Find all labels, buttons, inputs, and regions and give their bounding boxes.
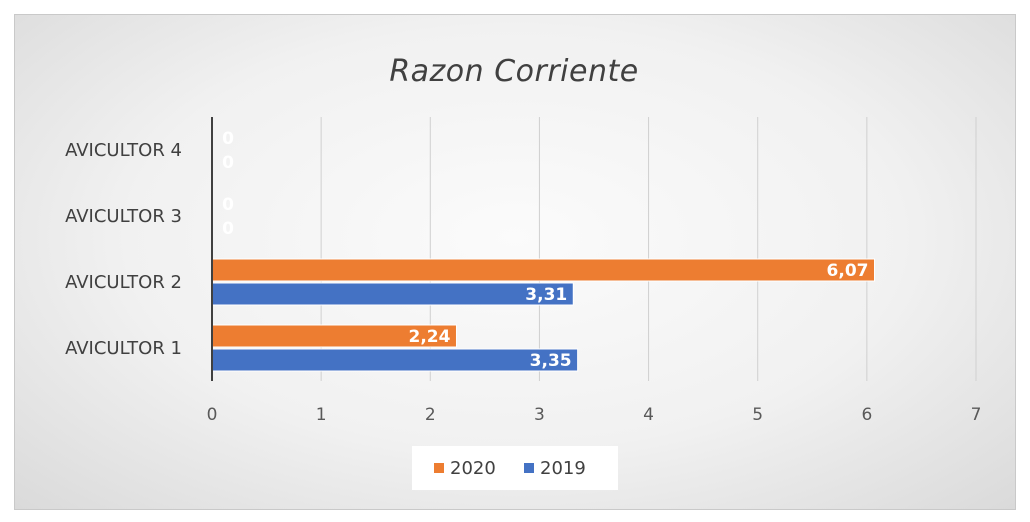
category-label: AVICULTOR 4 bbox=[65, 140, 182, 161]
legend-swatch bbox=[524, 463, 534, 473]
x-tick-label: 4 bbox=[643, 405, 654, 425]
data-label: 0 bbox=[222, 153, 234, 173]
category-label: AVICULTOR 2 bbox=[65, 272, 182, 293]
x-tick-label: 0 bbox=[207, 405, 218, 425]
chart-title: Razon Corriente bbox=[389, 54, 639, 89]
data-label: 0 bbox=[222, 195, 234, 215]
category-label: AVICULTOR 3 bbox=[65, 206, 182, 227]
x-tick-label: 2 bbox=[425, 405, 436, 425]
axis: 0 1 2 3 4 5 6 7 AVICULTOR 1 AVICULTOR 2 AVICULTOR … bbox=[65, 117, 981, 425]
x-tick-label: 3 bbox=[534, 405, 545, 425]
x-tick-label: 7 bbox=[971, 405, 982, 425]
x-tick-label: 5 bbox=[752, 405, 763, 425]
data-label: 3,35 bbox=[530, 351, 572, 371]
data-labels: 2,24 3,35 6,07 3,31 0 0 0 0 bbox=[222, 129, 868, 371]
x-tick-label: 6 bbox=[861, 405, 872, 425]
data-label: 6,07 bbox=[827, 261, 869, 281]
bar-2019 bbox=[211, 282, 574, 306]
bar-2019 bbox=[211, 348, 579, 372]
legend-label: 2020 bbox=[450, 458, 496, 479]
data-label: 3,31 bbox=[525, 285, 567, 305]
bar-2020 bbox=[211, 258, 875, 282]
category-label: AVICULTOR 1 bbox=[65, 338, 182, 359]
x-tick-label: 1 bbox=[316, 405, 327, 425]
legend: 2020 2019 bbox=[434, 458, 586, 479]
data-label: 2,24 bbox=[409, 327, 451, 347]
data-label: 0 bbox=[222, 129, 234, 149]
data-label: 0 bbox=[222, 219, 234, 239]
bars bbox=[211, 258, 875, 372]
legend-label: 2019 bbox=[540, 458, 586, 479]
legend-background bbox=[412, 446, 618, 490]
legend-swatch bbox=[434, 463, 444, 473]
